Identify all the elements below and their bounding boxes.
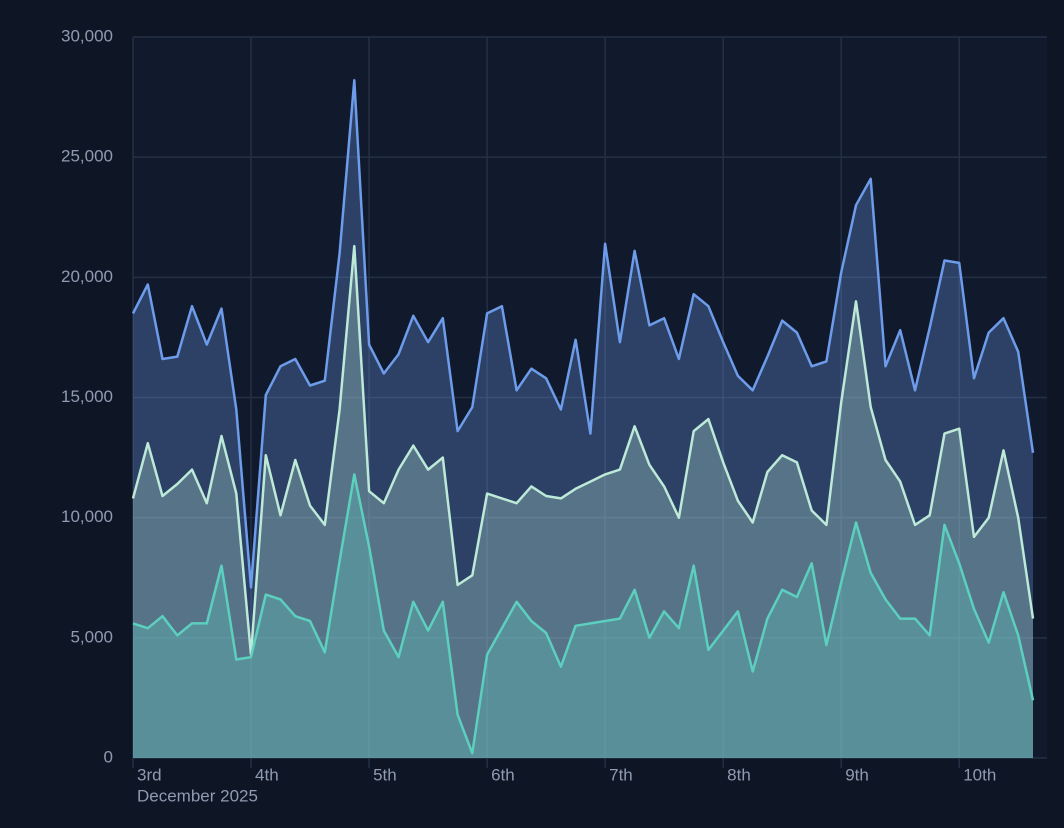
area-fill: [133, 474, 1033, 758]
x-tick-label: 3rd: [137, 765, 162, 784]
x-tick-label: 5th: [373, 765, 397, 784]
y-tick-label: 25,000: [61, 147, 113, 166]
y-tick-label: 30,000: [61, 26, 113, 45]
area-line: [131, 244, 1035, 656]
area-line: [132, 473, 1035, 755]
x-tick-label: 9th: [845, 765, 869, 784]
y-tick-label: 0: [104, 747, 113, 766]
x-tick-label: 4th: [255, 765, 279, 784]
y-tick-label: 20,000: [61, 267, 113, 286]
y-tick-label: 10,000: [61, 507, 113, 526]
x-tick-label: 6th: [491, 765, 515, 784]
y-tick-label: 5,000: [70, 627, 113, 646]
x-tick-label: 8th: [727, 765, 751, 784]
area-fill: [133, 246, 1033, 758]
y-tick-label: 15,000: [61, 387, 113, 406]
x-axis-label: December 2025: [137, 786, 258, 805]
x-tick-label: 10th: [963, 765, 996, 784]
x-tick-label: 7th: [609, 765, 633, 784]
area-line: [131, 79, 1035, 589]
area-fill: [133, 80, 1033, 759]
